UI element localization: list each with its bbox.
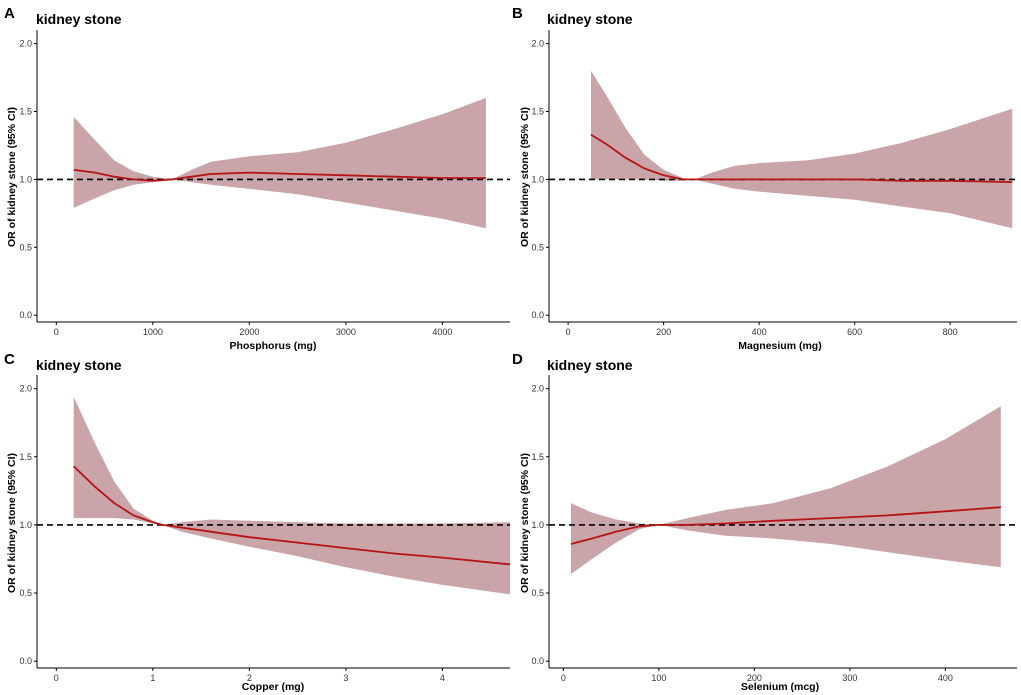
x-tick-label: 200 bbox=[656, 327, 671, 337]
y-axis-title: OR of kidney stone (95% CI) bbox=[519, 107, 531, 247]
y-tick-label: 1.0 bbox=[19, 174, 32, 184]
y-axis-title: OR of kidney stone (95% CI) bbox=[6, 453, 18, 593]
y-tick-label: 1.5 bbox=[19, 452, 32, 462]
y-tick-label: 1.5 bbox=[531, 106, 544, 116]
panel-title: kidney stone bbox=[547, 11, 633, 27]
x-tick-label: 3000 bbox=[336, 327, 356, 337]
y-tick-labels: 0.0 0.5 1.0 1.5 2.0 bbox=[19, 39, 32, 321]
panel-a: A kidney stone OR of kidney stone (95% C… bbox=[4, 5, 510, 352]
panel-title: kidney stone bbox=[547, 357, 633, 373]
x-tick-label: 1000 bbox=[143, 327, 163, 337]
y-tick-label: 2.0 bbox=[19, 384, 32, 394]
y-tick-label: 0.0 bbox=[19, 656, 32, 666]
y-tick-label: 1.0 bbox=[19, 520, 32, 530]
x-tick-label: 0 bbox=[566, 327, 571, 337]
or-curve bbox=[590, 133, 1013, 183]
x-tick-label: 400 bbox=[938, 673, 953, 683]
panel-b: B kidney stone OR of kidney stone (95% C… bbox=[512, 5, 1017, 352]
x-tick-label: 1 bbox=[150, 673, 155, 683]
panel-c: C kidney stone OR of kidney stone (95% C… bbox=[4, 351, 511, 693]
x-tick-label: 200 bbox=[747, 673, 762, 683]
y-tick-labels: 0.0 0.5 1.0 1.5 2.0 bbox=[19, 384, 32, 667]
x-tick-label: 2000 bbox=[239, 327, 259, 337]
x-axis-title: Selenium (mcg) bbox=[741, 681, 819, 693]
y-tick-label: 0.5 bbox=[531, 242, 544, 252]
x-tick-labels: 0 200 400 600 800 bbox=[566, 327, 958, 337]
panel-title: kidney stone bbox=[36, 357, 122, 373]
x-tick-labels: 0 1000 2000 3000 4000 bbox=[54, 327, 453, 337]
x-tick-label: 800 bbox=[943, 327, 958, 337]
y-tick-label: 0.5 bbox=[19, 242, 32, 252]
or-curve bbox=[73, 169, 486, 182]
y-tick-label: 0.5 bbox=[531, 588, 544, 598]
x-tick-label: 2 bbox=[247, 673, 252, 683]
x-tick-label: 4000 bbox=[432, 327, 452, 337]
x-axis-title: Copper (mg) bbox=[242, 681, 304, 693]
ci-ribbon bbox=[591, 70, 1013, 229]
x-tick-label: 600 bbox=[847, 327, 862, 337]
x-axis-title: Phosphorus (mg) bbox=[230, 340, 317, 352]
x-tick-label: 0 bbox=[54, 673, 59, 683]
y-tick-label: 2.0 bbox=[531, 39, 544, 49]
panel-title: kidney stone bbox=[36, 11, 122, 27]
x-tick-label: 100 bbox=[651, 673, 666, 683]
y-axis-title: OR of kidney stone (95% CI) bbox=[519, 453, 531, 593]
y-tick-label: 0.5 bbox=[19, 588, 32, 598]
y-tick-label: 2.0 bbox=[531, 384, 544, 394]
y-tick-label: 0.0 bbox=[531, 310, 544, 320]
y-tick-label: 1.0 bbox=[531, 520, 544, 530]
panel-letter: B bbox=[512, 5, 523, 22]
or-curve bbox=[570, 506, 1001, 545]
panel-letter: D bbox=[512, 351, 523, 368]
x-tick-labels: 0 1 2 3 4 bbox=[54, 673, 445, 683]
panel-d: D kidney stone OR of kidney stone (95% C… bbox=[512, 351, 1017, 693]
x-tick-label: 300 bbox=[842, 673, 857, 683]
x-tick-label: 4 bbox=[440, 673, 445, 683]
y-tick-label: 2.0 bbox=[19, 39, 32, 49]
ci-ribbon bbox=[73, 396, 510, 595]
y-tick-label: 1.5 bbox=[19, 106, 32, 116]
x-tick-label: 0 bbox=[561, 673, 566, 683]
x-tick-label: 3 bbox=[343, 673, 348, 683]
x-tick-labels: 0 100 200 300 400 bbox=[561, 673, 953, 683]
x-tick-label: 400 bbox=[752, 327, 767, 337]
y-axis-title: OR of kidney stone (95% CI) bbox=[6, 107, 18, 247]
y-tick-label: 1.5 bbox=[531, 452, 544, 462]
or-curve bbox=[73, 465, 511, 566]
ci-ribbon bbox=[73, 97, 486, 229]
panel-letter: A bbox=[4, 5, 15, 22]
x-axis-title: Magnesium (mg) bbox=[738, 340, 821, 352]
x-tick-label: 0 bbox=[54, 327, 59, 337]
ci-ribbon bbox=[571, 406, 1001, 574]
panel-letter: C bbox=[4, 351, 15, 368]
y-tick-label: 0.0 bbox=[19, 310, 32, 320]
y-tick-label: 1.0 bbox=[531, 174, 544, 184]
y-tick-label: 0.0 bbox=[531, 656, 544, 666]
y-tick-labels: 0.0 0.5 1.0 1.5 2.0 bbox=[531, 39, 544, 321]
y-tick-labels: 0.0 0.5 1.0 1.5 2.0 bbox=[531, 384, 544, 667]
